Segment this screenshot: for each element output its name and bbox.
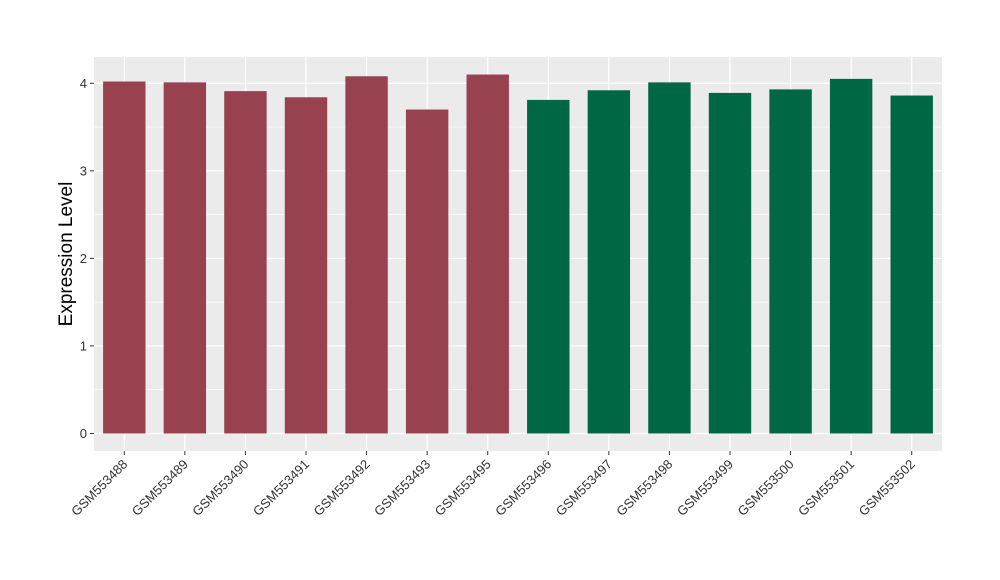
panel-background bbox=[94, 57, 942, 451]
x-tick-label: GSM553491 bbox=[250, 457, 312, 519]
bar bbox=[708, 92, 752, 434]
x-tick-label: GSM553489 bbox=[129, 457, 191, 519]
y-tick-label: 0 bbox=[80, 426, 87, 441]
x-tick-label: GSM553500 bbox=[734, 457, 796, 519]
bar bbox=[224, 91, 267, 434]
x-tick-label: GSM553496 bbox=[492, 457, 554, 519]
x-tick-label: GSM553493 bbox=[371, 457, 433, 519]
bar bbox=[769, 89, 812, 434]
bar bbox=[345, 76, 388, 434]
bar bbox=[527, 99, 570, 434]
bar bbox=[163, 82, 207, 434]
x-tick-label: GSM553498 bbox=[613, 457, 675, 519]
x-tick-label: GSM553492 bbox=[310, 457, 372, 519]
y-axis: 0 1 2 3 4 bbox=[80, 76, 94, 441]
x-tick-label: GSM553499 bbox=[674, 457, 736, 519]
x-axis: GSM553488GSM553489GSM553490GSM553491GSM5… bbox=[68, 451, 918, 519]
bar bbox=[405, 109, 449, 434]
y-tick-label: 1 bbox=[80, 338, 87, 353]
bar bbox=[587, 90, 631, 434]
x-tick-label: GSM553501 bbox=[795, 457, 857, 519]
bar bbox=[103, 81, 146, 434]
y-axis-title: Expression Level bbox=[56, 182, 77, 327]
y-tick-label: 4 bbox=[80, 76, 87, 91]
x-tick-label: GSM553497 bbox=[553, 457, 615, 519]
bar bbox=[284, 97, 328, 434]
x-tick-label: GSM553490 bbox=[189, 457, 251, 519]
y-tick-label: 2 bbox=[80, 251, 87, 266]
x-tick-label: GSM553502 bbox=[856, 457, 918, 519]
x-tick-label: GSM553495 bbox=[432, 457, 494, 519]
y-tick-label: 3 bbox=[80, 163, 87, 178]
bar bbox=[890, 95, 933, 434]
bar bbox=[466, 74, 509, 434]
bar bbox=[648, 82, 691, 434]
bars bbox=[103, 74, 933, 434]
bar bbox=[829, 78, 873, 434]
x-tick-label: GSM553488 bbox=[68, 457, 130, 519]
